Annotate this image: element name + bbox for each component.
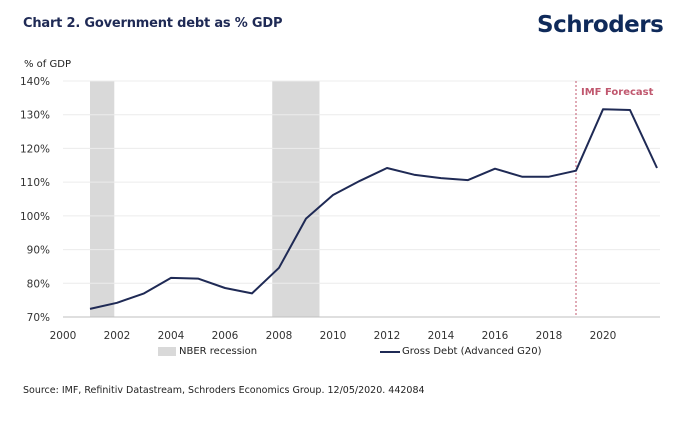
- y-tick-label: 130%: [20, 110, 50, 122]
- x-tick-label: 2012: [374, 330, 401, 342]
- y-tick-label: 90%: [27, 245, 50, 257]
- forecast-marker: IMF Forecast: [575, 81, 654, 317]
- schroders-logo: Schroders: [537, 12, 664, 38]
- legend-item-gross-debt: Gross Debt (Advanced G20): [380, 346, 542, 357]
- x-tick-labels: 2000 2002 2004 2006 2008 2010 2012 2014 2016 2018…: [50, 330, 617, 342]
- x-tick-label: 2000: [50, 330, 77, 342]
- series-points: [89, 108, 658, 310]
- recession-band-2: [272, 81, 320, 317]
- gross-debt-swatch: [380, 350, 400, 353]
- legend-label-gross-debt: Gross Debt (Advanced G20): [402, 346, 542, 357]
- forecast-label: IMF Forecast: [581, 87, 654, 98]
- x-tick-label: 2014: [428, 330, 455, 342]
- x-tick-label: 2004: [158, 330, 185, 342]
- x-tick-label: 2010: [320, 330, 347, 342]
- x-tick-label: 2006: [212, 330, 239, 342]
- source-note: Source: IMF, Refinitiv Datastream, Schro…: [23, 385, 425, 396]
- legend-item-recession: NBER recession: [158, 346, 257, 357]
- y-tick-label: 100%: [20, 211, 50, 223]
- y-tick-labels: 70% 80% 90% 100% 110% 120% 130% 140%: [20, 76, 50, 324]
- y-tick-label: 120%: [20, 143, 50, 155]
- y-tick-label: 80%: [27, 278, 50, 290]
- y-tick-label: 70%: [27, 312, 50, 324]
- gridlines: [63, 80, 660, 284]
- x-tick-label: 2018: [536, 330, 563, 342]
- recession-bands: [90, 81, 320, 317]
- x-tick-label: 2002: [104, 330, 131, 342]
- chart-title: Chart 2. Government debt as % GDP: [23, 16, 283, 31]
- x-tick-label: 2020: [590, 330, 617, 342]
- y-axis-label: % of GDP: [24, 59, 71, 70]
- y-tick-label: 110%: [20, 177, 50, 189]
- y-tick-label: 140%: [20, 76, 50, 88]
- x-tick-label: 2008: [266, 330, 293, 342]
- series-line-gross-debt: [89, 108, 658, 310]
- recession-swatch: [158, 347, 176, 356]
- x-tick-label: 2016: [482, 330, 509, 342]
- recession-band-1: [90, 81, 115, 317]
- legend-label-recession: NBER recession: [179, 346, 258, 357]
